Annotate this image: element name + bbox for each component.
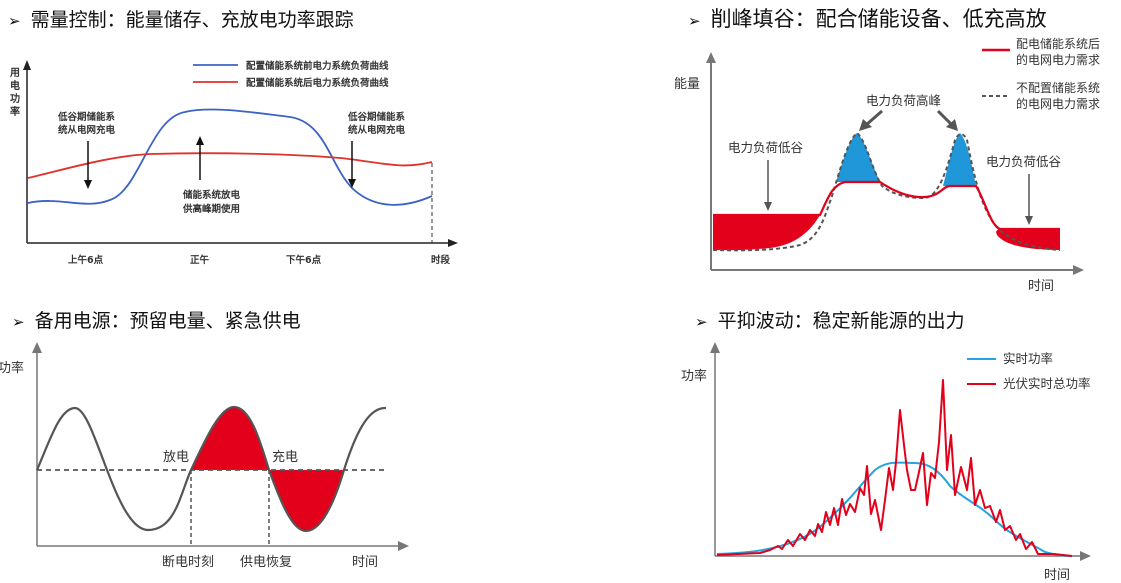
- label-discharge: 放电: [163, 450, 189, 465]
- xtick: 正午: [190, 254, 210, 266]
- backup-chart: 功率 时间 放电 充电 断电时刻 供电恢复: [0, 342, 409, 570]
- x-axis-arrow-icon: [1073, 265, 1084, 275]
- ylabel-char: 用: [9, 67, 20, 79]
- legend-pv-total: 光伏实时总功率: [1003, 376, 1091, 391]
- annotation-middle: 储能系统放电: [183, 189, 241, 201]
- peak-left-fill: [836, 133, 880, 182]
- arrow-down-icon: [84, 180, 92, 189]
- panel-peak-shaving: ➢ 削峰填谷：配合储能设备、低充高放 能量 时间 配电储能系统后 的电网电力需求 …: [660, 0, 1121, 295]
- xlabel: 时间: [1044, 568, 1070, 583]
- x-axis-arrow-icon: [1080, 551, 1091, 561]
- annotation-left: 统从电网充电: [58, 124, 116, 136]
- x-axis-arrow-icon: [398, 541, 409, 551]
- arrow-peak-left: [865, 109, 883, 127]
- legend-after: 的电网电力需求: [1016, 52, 1100, 67]
- panel-demand-title: ➢ 需量控制：能量储存、充放电功率跟踪: [8, 5, 354, 32]
- ylabel: 功率: [0, 360, 24, 376]
- power-curve: [35, 405, 387, 533]
- ylabel-char: 率: [10, 105, 20, 118]
- peak-chart: 能量 时间 配电储能系统后 的电网电力需求 不配置储能系统 的电网电力需求 电力…: [674, 36, 1100, 294]
- xlabel: 时段: [431, 254, 451, 266]
- smoothing-chart: 功率 时间 实时功率 光伏实时总功率: [681, 342, 1091, 583]
- valley-right-fill: [996, 229, 1060, 250]
- arrow-peak-right: [936, 109, 954, 127]
- bullet-arrow-icon: ➢: [695, 313, 708, 331]
- realtime-line: [716, 461, 1073, 557]
- panel-smoothing-title: ➢ 平抑波动：稳定新能源的出力: [695, 306, 965, 333]
- xtick: 上午6点: [68, 254, 104, 266]
- annotation-right: 低谷期储能系: [347, 111, 406, 123]
- pv-total-line: [716, 379, 1073, 557]
- xtick: 下午6点: [286, 254, 322, 266]
- arrow-icon: [859, 119, 872, 131]
- annotation-peak: 电力负荷高峰: [866, 93, 942, 108]
- annotation-left: 低谷期储能系: [57, 111, 116, 123]
- label-outage: 断电时刻: [162, 555, 214, 570]
- demand-chart: 用 电 功 率 配置储能系统前电力系统负荷曲线 配置储能系统后电力系统负荷曲线 …: [9, 60, 458, 266]
- arrow-up-icon: [196, 136, 204, 145]
- title-text: 削峰填谷：配合储能设备、低充高放: [710, 7, 1047, 31]
- arrow-down-icon: [348, 179, 356, 188]
- annotation-valley-right: 电力负荷低谷: [986, 154, 1062, 169]
- label-restore: 供电恢复: [240, 555, 292, 570]
- ylabel-char: 功: [10, 92, 20, 105]
- arrow-down-icon: [764, 202, 772, 211]
- discharge-fill: [191, 407, 269, 470]
- demand-after-line: [713, 180, 1060, 231]
- bullet-arrow-icon: ➢: [688, 12, 701, 30]
- bullet-arrow-icon: ➢: [8, 12, 21, 30]
- title-text: 备用电源：预留电量、紧急供电: [34, 310, 301, 332]
- arrow-down-icon: [1025, 216, 1033, 225]
- legend-realtime: 实时功率: [1003, 351, 1053, 366]
- title-text: 平抑波动：稳定新能源的出力: [717, 310, 965, 332]
- panel-backup-title: ➢ 备用电源：预留电量、紧急供电: [12, 306, 301, 333]
- y-axis-arrow-icon: [23, 60, 31, 70]
- ylabel-char: 电: [10, 79, 20, 92]
- before-curve: [27, 108, 433, 206]
- annotation-middle: 供高峰期使用: [182, 203, 240, 215]
- panel-demand-control: ➢ 需量控制：能量储存、充放电功率跟踪 用 电 功 率 配置储能系统前电力系统负荷…: [0, 0, 470, 290]
- xlabel: 时间: [1028, 279, 1054, 294]
- arrow-icon: [946, 119, 958, 131]
- panel-smoothing: ➢ 平抑波动：稳定新能源的出力 功率 时间 实时功率 光伏实时总功率: [660, 300, 1121, 583]
- peak-right-fill: [943, 133, 976, 186]
- xlabel: 时间: [352, 555, 378, 570]
- valley-left-fill: [713, 215, 820, 251]
- legend-before: 的电网电力需求: [1016, 96, 1100, 111]
- y-axis-arrow-icon: [706, 52, 716, 63]
- ylabel: 能量: [674, 77, 700, 92]
- annotation-valley-left: 电力负荷低谷: [728, 140, 804, 155]
- bullet-arrow-icon: ➢: [12, 313, 25, 331]
- panel-peak-title: ➢ 削峰填谷：配合储能设备、低充高放: [688, 3, 1047, 33]
- y-axis-arrow-icon: [32, 342, 42, 353]
- legend-after: 配电储能系统后: [1016, 36, 1100, 51]
- label-charge: 充电: [272, 449, 298, 465]
- title-text: 需量控制：能量储存、充放电功率跟踪: [30, 9, 354, 31]
- x-axis-arrow-icon: [448, 239, 458, 247]
- panel-backup-power: ➢ 备用电源：预留电量、紧急供电 功率 时间 放电 充电 断电时刻 供电恢复: [0, 300, 470, 583]
- ylabel: 功率: [681, 368, 707, 384]
- legend-before: 不配置储能系统: [1016, 80, 1100, 95]
- annotation-right: 统从电网充电: [348, 124, 406, 136]
- legend-before: 配置储能系统前电力系统负荷曲线: [246, 60, 389, 72]
- y-axis-arrow-icon: [710, 342, 720, 353]
- legend-after: 配置储能系统后电力系统负荷曲线: [246, 77, 389, 89]
- after-curve: [27, 152, 433, 179]
